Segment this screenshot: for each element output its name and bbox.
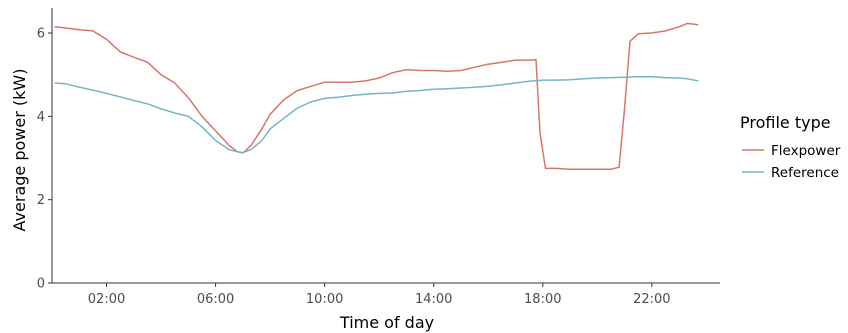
series-line-reference [54,75,699,154]
legend-title: Profile type [740,113,831,132]
y-axis-title: Average power (kW) [10,69,29,232]
legend: Profile type Flexpower Reference [740,113,841,181]
y-tick-label: 6 [37,27,45,42]
y-tick-label: 0 [37,277,45,292]
y-tick-label: 4 [37,110,45,125]
x-tick-label: 06:00 [197,292,234,307]
x-tick-label: 18:00 [524,292,561,307]
x-tick-label: 02:00 [88,292,125,307]
y-tick-label: 2 [37,193,45,208]
x-axis-title: Time of day [339,313,434,332]
x-tick-label: 22:00 [633,292,670,307]
x-tick-label: 10:00 [306,292,343,307]
axis-ticks: 0 2 4 6 02:00 06:00 10:00 14:00 18:00 22:00 [37,27,671,308]
series-line-flexpower [54,22,699,171]
legend-label-reference: Reference [771,165,839,181]
series-lines [54,22,699,171]
legend-label-flexpower: Flexpower [771,143,841,159]
x-tick-label: 14:00 [415,292,452,307]
